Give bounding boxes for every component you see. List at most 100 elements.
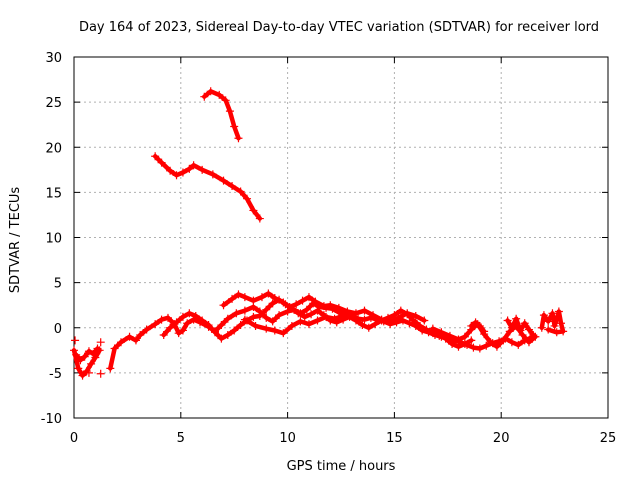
- data-series: [70, 87, 568, 380]
- data-point: [326, 301, 335, 310]
- data-point: [394, 313, 403, 322]
- data-point: [319, 302, 328, 311]
- data-point: [159, 330, 168, 339]
- data-point: [70, 346, 78, 355]
- data-point: [360, 306, 369, 315]
- data-point: [151, 320, 160, 329]
- data-point: [471, 318, 480, 327]
- y-tick-label: 20: [45, 141, 62, 156]
- data-point: [172, 171, 181, 180]
- data-point: [559, 327, 568, 336]
- data-point: [136, 330, 145, 339]
- data-point: [268, 299, 277, 308]
- x-tick-label: 0: [70, 431, 78, 446]
- data-point: [234, 134, 243, 143]
- data-point: [183, 319, 192, 328]
- y-tick-label: 30: [45, 51, 62, 66]
- data-point: [217, 334, 226, 343]
- x-tick-label: 20: [493, 431, 510, 446]
- data-point: [157, 158, 166, 167]
- series-track-f: [159, 295, 476, 351]
- data-point: [230, 326, 239, 335]
- data-point: [198, 316, 207, 325]
- data-point: [208, 170, 217, 179]
- data-point: [185, 164, 194, 173]
- data-point: [377, 315, 386, 324]
- grid: [74, 57, 608, 418]
- data-point: [93, 344, 102, 353]
- data-point: [243, 194, 252, 203]
- data-point: [403, 309, 412, 318]
- data-point: [371, 320, 380, 329]
- data-point: [454, 342, 463, 351]
- data-point: [512, 314, 521, 323]
- data-point: [330, 314, 339, 323]
- data-point: [219, 176, 228, 185]
- data-point: [268, 317, 277, 326]
- data-point: [557, 319, 566, 328]
- data-point: [228, 294, 237, 303]
- data-point: [351, 316, 360, 325]
- data-point: [486, 338, 495, 347]
- data-point: [334, 303, 343, 312]
- data-point: [467, 336, 476, 345]
- data-point: [249, 206, 258, 215]
- data-point: [142, 325, 151, 334]
- data-point: [285, 302, 294, 311]
- data-point: [313, 306, 322, 315]
- data-point: [78, 371, 87, 380]
- data-point: [358, 321, 367, 330]
- data-point: [72, 350, 81, 359]
- data-point: [307, 310, 316, 319]
- data-point: [360, 315, 369, 324]
- data-point: [174, 329, 183, 338]
- y-tick-label: 10: [45, 232, 62, 247]
- data-point: [270, 326, 279, 335]
- data-point: [257, 293, 266, 302]
- data-point: [270, 293, 279, 302]
- series-track-d: [72, 344, 102, 365]
- data-point: [87, 359, 96, 368]
- data-point: [507, 338, 516, 347]
- data-point: [236, 187, 245, 196]
- data-point: [234, 290, 243, 299]
- data-point: [185, 309, 194, 318]
- data-point: [339, 312, 348, 321]
- axis-ticks: 0 5 10 15 20 25 -10 -5 0 5 10 15 20 25 30: [41, 51, 617, 446]
- data-point: [482, 341, 491, 350]
- data-point: [492, 342, 501, 351]
- data-point: [255, 312, 264, 321]
- data-point: [539, 311, 548, 320]
- data-point: [364, 323, 373, 332]
- data-point: [296, 317, 305, 326]
- data-point: [311, 297, 320, 306]
- data-point: [151, 152, 160, 161]
- data-point: [279, 329, 288, 338]
- series-band: [202, 89, 241, 141]
- data-point: [204, 321, 213, 330]
- data-point: [396, 306, 405, 315]
- data-point: [251, 321, 260, 330]
- data-point: [475, 344, 484, 353]
- series-track-a: [200, 87, 243, 143]
- series-band: [469, 320, 487, 334]
- data-point: [249, 312, 258, 321]
- y-tick-label: 5: [54, 277, 62, 292]
- data-point: [236, 321, 245, 330]
- series-track-j: [503, 314, 538, 339]
- data-point: [262, 313, 271, 322]
- data-point: [529, 330, 538, 339]
- data-point: [445, 331, 454, 340]
- data-point: [460, 339, 469, 348]
- data-point: [106, 364, 115, 373]
- data-point: [524, 338, 533, 347]
- x-axis-label: GPS time / hours: [287, 459, 396, 474]
- series-track-h: [240, 312, 348, 338]
- data-point: [302, 305, 311, 314]
- x-tick-label: 10: [279, 431, 296, 446]
- data-point: [249, 296, 258, 305]
- data-point: [520, 319, 529, 328]
- outlier-point: [96, 369, 105, 378]
- data-point: [166, 323, 175, 332]
- data-point: [298, 296, 307, 305]
